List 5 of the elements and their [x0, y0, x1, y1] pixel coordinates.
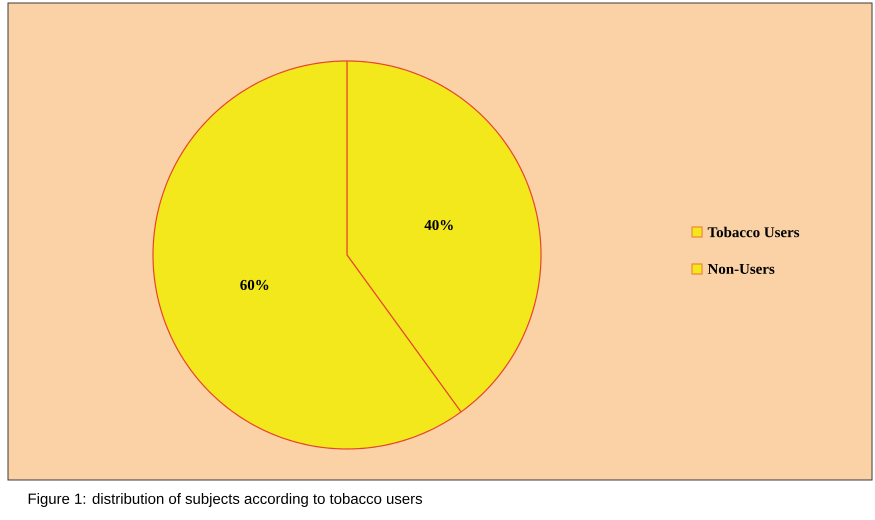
legend-label: Tobacco Users [708, 226, 800, 238]
data-label: 40% [424, 220, 453, 230]
legend-label: Non-Users [708, 264, 774, 274]
data-label: 60% [240, 280, 268, 290]
caption: Figure 1: distribution of subjects according to tobacco users [28, 493, 422, 507]
